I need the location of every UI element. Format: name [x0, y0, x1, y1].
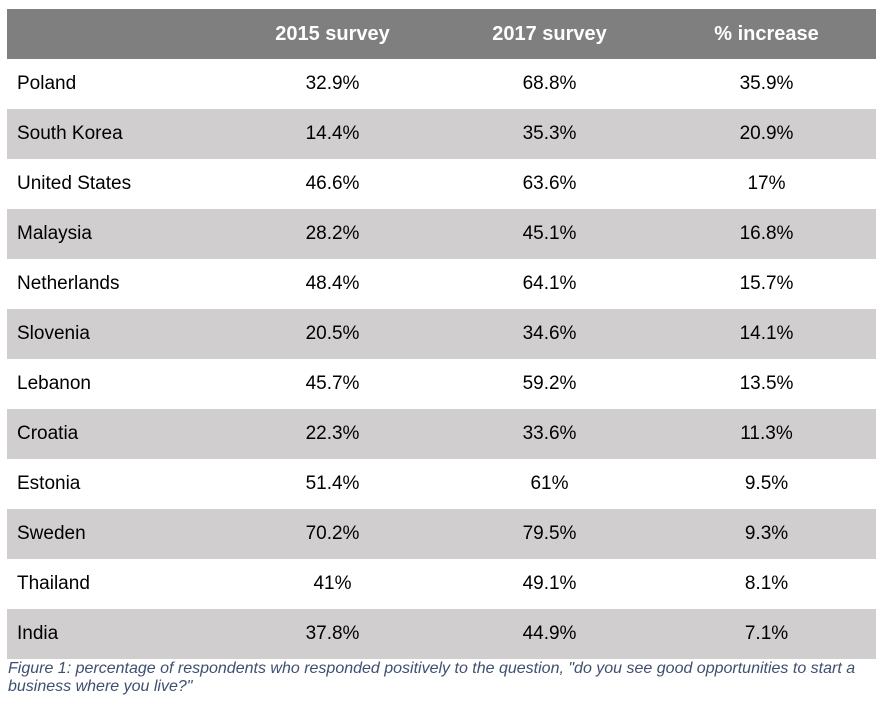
cell-percent-increase: 9.3% — [657, 509, 876, 559]
cell-country: Slovenia — [7, 309, 223, 359]
cell-2015-survey: 46.6% — [223, 159, 442, 209]
cell-2015-survey: 20.5% — [223, 309, 442, 359]
cell-country: Malaysia — [7, 209, 223, 259]
cell-2017-survey: 49.1% — [442, 559, 657, 609]
cell-2015-survey: 41% — [223, 559, 442, 609]
table-row: Netherlands 48.4% 64.1% 15.7% — [7, 259, 876, 309]
cell-country: Poland — [7, 59, 223, 109]
cell-2015-survey: 14.4% — [223, 109, 442, 159]
header-2017-survey: 2017 survey — [442, 9, 657, 59]
cell-2017-survey: 63.6% — [442, 159, 657, 209]
cell-2015-survey: 28.2% — [223, 209, 442, 259]
figure-caption: Figure 1: percentage of respondents who … — [8, 660, 856, 695]
cell-country: United States — [7, 159, 223, 209]
table-row: Poland 32.9% 68.8% 35.9% — [7, 59, 876, 109]
cell-percent-increase: 13.5% — [657, 359, 876, 409]
cell-2017-survey: 33.6% — [442, 409, 657, 459]
table-row: United States 46.6% 63.6% 17% — [7, 159, 876, 209]
cell-percent-increase: 8.1% — [657, 559, 876, 609]
cell-2015-survey: 70.2% — [223, 509, 442, 559]
table-row: Lebanon 45.7% 59.2% 13.5% — [7, 359, 876, 409]
cell-2015-survey: 22.3% — [223, 409, 442, 459]
cell-percent-increase: 14.1% — [657, 309, 876, 359]
table-row: Sweden 70.2% 79.5% 9.3% — [7, 509, 876, 559]
cell-2017-survey: 79.5% — [442, 509, 657, 559]
table-row: Slovenia 20.5% 34.6% 14.1% — [7, 309, 876, 359]
survey-table-container: 2015 survey 2017 survey % increase Polan… — [7, 9, 876, 659]
cell-percent-increase: 11.3% — [657, 409, 876, 459]
header-row: 2015 survey 2017 survey % increase — [7, 9, 876, 59]
cell-2017-survey: 59.2% — [442, 359, 657, 409]
cell-percent-increase: 20.9% — [657, 109, 876, 159]
cell-percent-increase: 7.1% — [657, 609, 876, 659]
cell-country: Lebanon — [7, 359, 223, 409]
cell-2015-survey: 32.9% — [223, 59, 442, 109]
cell-country: South Korea — [7, 109, 223, 159]
cell-2017-survey: 35.3% — [442, 109, 657, 159]
table-row: Estonia 51.4% 61% 9.5% — [7, 459, 876, 509]
table-body: Poland 32.9% 68.8% 35.9% South Korea 14.4% 35.… — [7, 59, 876, 659]
cell-2015-survey: 51.4% — [223, 459, 442, 509]
cell-country: Thailand — [7, 559, 223, 609]
cell-percent-increase: 9.5% — [657, 459, 876, 509]
cell-2015-survey: 37.8% — [223, 609, 442, 659]
cell-2017-survey: 61% — [442, 459, 657, 509]
table-row: Croatia 22.3% 33.6% 11.3% — [7, 409, 876, 459]
cell-percent-increase: 15.7% — [657, 259, 876, 309]
cell-2015-survey: 48.4% — [223, 259, 442, 309]
cell-country: India — [7, 609, 223, 659]
header-percent-increase: % increase — [657, 9, 876, 59]
cell-country: Estonia — [7, 459, 223, 509]
cell-percent-increase: 16.8% — [657, 209, 876, 259]
cell-2017-survey: 34.6% — [442, 309, 657, 359]
table-row: South Korea 14.4% 35.3% 20.9% — [7, 109, 876, 159]
cell-2015-survey: 45.7% — [223, 359, 442, 409]
cell-2017-survey: 68.8% — [442, 59, 657, 109]
cell-2017-survey: 44.9% — [442, 609, 657, 659]
cell-country: Netherlands — [7, 259, 223, 309]
table-row: Malaysia 28.2% 45.1% 16.8% — [7, 209, 876, 259]
cell-2017-survey: 64.1% — [442, 259, 657, 309]
cell-percent-increase: 17% — [657, 159, 876, 209]
cell-2017-survey: 45.1% — [442, 209, 657, 259]
table-row: India 37.8% 44.9% 7.1% — [7, 609, 876, 659]
header-country — [7, 9, 223, 59]
cell-country: Sweden — [7, 509, 223, 559]
cell-percent-increase: 35.9% — [657, 59, 876, 109]
table-row: Thailand 41% 49.1% 8.1% — [7, 559, 876, 609]
cell-country: Croatia — [7, 409, 223, 459]
header-2015-survey: 2015 survey — [223, 9, 442, 59]
survey-table: 2015 survey 2017 survey % increase Polan… — [7, 9, 876, 659]
